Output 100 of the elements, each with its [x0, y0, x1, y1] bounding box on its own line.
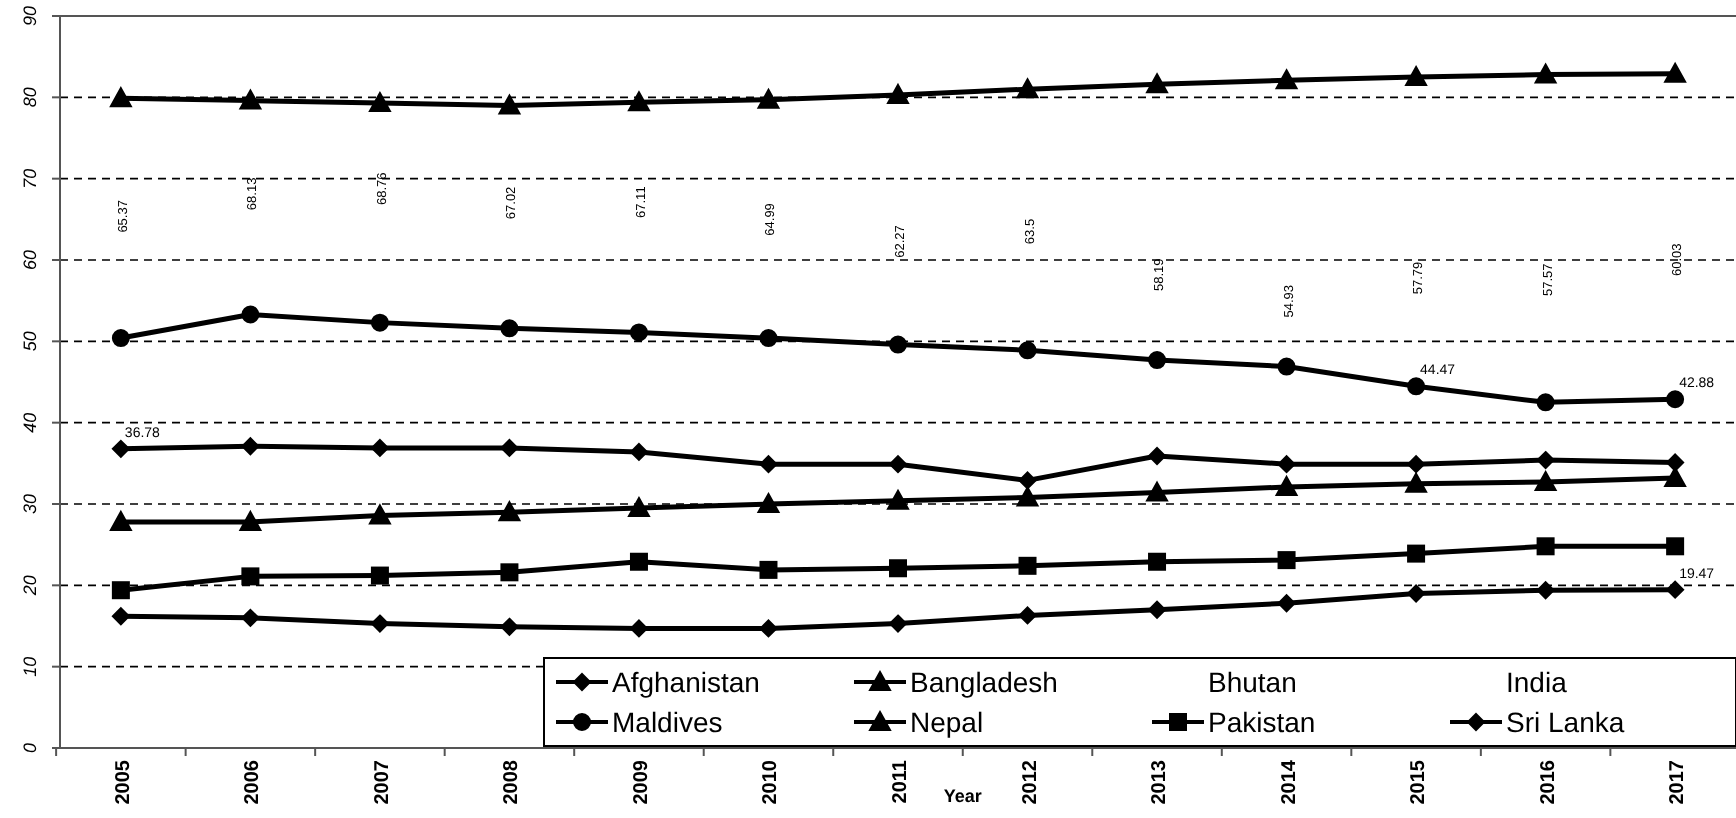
x-tick-label: 2006	[242, 759, 265, 805]
point	[241, 608, 260, 627]
point	[241, 567, 260, 586]
point	[368, 504, 391, 525]
x-tick-label: 2012	[1019, 759, 1042, 805]
y-tick-label: 30	[20, 493, 40, 515]
y-tick-label: 60	[20, 249, 40, 271]
point	[759, 619, 778, 638]
point	[370, 438, 389, 457]
point	[889, 559, 907, 578]
point	[887, 489, 909, 510]
point	[370, 566, 389, 585]
point	[1018, 341, 1037, 360]
x-tick-label: 2005	[112, 759, 135, 805]
point	[757, 88, 780, 109]
point	[889, 335, 907, 354]
point	[111, 607, 130, 626]
y-tick-label: 10	[20, 656, 40, 677]
x-tick-label: 2017	[1667, 759, 1690, 805]
point	[1405, 472, 1428, 493]
point	[1146, 481, 1169, 502]
point	[1666, 453, 1685, 472]
point	[1277, 551, 1296, 570]
point	[1536, 581, 1555, 600]
point	[889, 455, 907, 474]
point	[757, 493, 780, 513]
x-tick-label: 2011	[890, 759, 912, 804]
point	[498, 501, 521, 522]
point	[629, 619, 648, 638]
point	[111, 581, 130, 600]
point	[370, 313, 389, 332]
point	[1146, 73, 1169, 94]
y-tick-label: 40	[20, 412, 40, 433]
point	[111, 329, 130, 348]
point	[889, 614, 907, 633]
text: Bhutan	[1208, 666, 1297, 698]
point	[1666, 390, 1685, 409]
point	[1275, 475, 1298, 496]
point	[629, 323, 648, 342]
text: India	[1506, 666, 1568, 698]
point	[1016, 78, 1039, 99]
point	[109, 87, 132, 108]
point	[1407, 584, 1426, 603]
point	[1148, 552, 1167, 571]
y-tick-label: 20	[20, 575, 40, 598]
point	[887, 83, 909, 104]
legend-label: Maldives	[612, 706, 723, 738]
y-tick-label: 90	[20, 5, 40, 27]
point	[759, 560, 778, 579]
point	[1016, 486, 1039, 507]
point	[1018, 471, 1037, 490]
point	[759, 455, 778, 474]
point	[627, 91, 650, 112]
x-tick-label: 2008	[501, 759, 524, 805]
x-tick-label: 2010	[760, 759, 783, 805]
point	[370, 614, 389, 633]
point	[241, 305, 260, 324]
point	[1664, 466, 1687, 487]
y-tick-label: 50	[20, 331, 40, 352]
legend-label: Nepal	[910, 706, 984, 738]
x-tick-label: 2016	[1537, 759, 1560, 805]
point	[1148, 600, 1167, 619]
point	[1407, 544, 1426, 563]
point	[1018, 556, 1037, 575]
point	[1666, 537, 1685, 556]
point	[241, 437, 260, 456]
point	[1664, 62, 1687, 83]
legend-label: Sri Lanka	[1506, 706, 1625, 738]
y-tick-label: 80	[20, 87, 40, 108]
y-tick-label: 70	[20, 168, 40, 189]
point	[1407, 377, 1426, 396]
point	[109, 510, 132, 531]
point	[1534, 471, 1557, 492]
legend-label: Afghanistan	[612, 666, 760, 698]
point	[500, 617, 519, 636]
point	[1536, 393, 1555, 412]
point	[1666, 580, 1685, 599]
point	[1407, 455, 1426, 474]
point	[1018, 606, 1037, 625]
point	[1277, 357, 1296, 376]
point	[629, 552, 648, 571]
point	[498, 94, 521, 115]
point	[239, 89, 262, 110]
point	[500, 319, 519, 338]
x-tick-label: 2013	[1149, 759, 1172, 805]
legend-label: Bangladesh	[910, 666, 1058, 698]
point	[1536, 537, 1555, 556]
x-axis-title: Year	[943, 786, 983, 806]
point	[629, 442, 648, 461]
x-tick-label: 2014	[1278, 759, 1301, 805]
point	[1534, 63, 1557, 84]
x-tick-label: 2007	[371, 759, 394, 805]
point	[759, 329, 778, 348]
point	[500, 438, 519, 457]
x-tick-label: 2009	[630, 759, 653, 805]
x-tick-label: 2015	[1408, 759, 1431, 805]
point	[1277, 455, 1296, 474]
point	[500, 563, 519, 582]
point	[1148, 447, 1167, 466]
point	[1405, 66, 1428, 86]
